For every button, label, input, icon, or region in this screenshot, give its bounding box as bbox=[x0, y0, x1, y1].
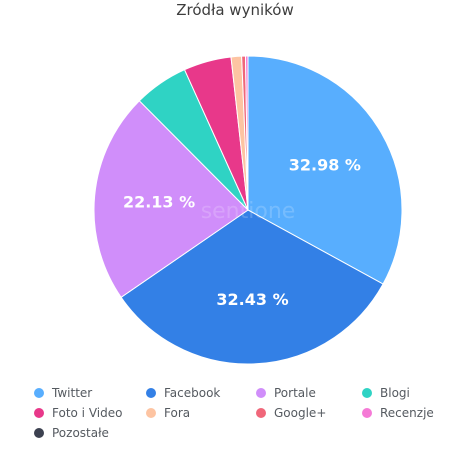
legend-label-recenzje: Recenzje bbox=[380, 406, 434, 420]
legend-swatch-facebook bbox=[146, 388, 156, 398]
data-label-twitter: 32.98 % bbox=[289, 155, 361, 174]
legend-label-fora: Fora bbox=[164, 406, 191, 420]
legend-label-blogi: Blogi bbox=[380, 386, 410, 400]
pie-slice-facebook[interactable] bbox=[120, 209, 384, 365]
legend-swatch-pozosta-e bbox=[34, 428, 44, 438]
legend-item-twitter[interactable]: Twitter bbox=[34, 384, 92, 402]
legend-label-twitter: Twitter bbox=[52, 386, 93, 400]
legend-swatch-foto-i-video bbox=[34, 408, 44, 418]
pie-chart: sentione 32.98 % 32.43 % 22.13 % bbox=[93, 55, 403, 365]
watermark-text: sentione bbox=[201, 199, 296, 224]
legend-swatch-fora bbox=[146, 408, 156, 418]
data-label-portale: 22.13 % bbox=[123, 193, 195, 212]
pie-slice-recenzje[interactable] bbox=[244, 55, 249, 211]
data-label-facebook: 32.43 % bbox=[216, 290, 288, 309]
legend-item-facebook[interactable]: Facebook bbox=[146, 384, 220, 402]
legend-label-foto-i-video: Foto i Video bbox=[52, 406, 123, 420]
legend-swatch-google- bbox=[256, 408, 266, 418]
legend-swatch-recenzje bbox=[362, 408, 372, 418]
legend-swatch-blogi bbox=[362, 388, 372, 398]
pie-slice-portale[interactable] bbox=[93, 100, 249, 298]
legend-swatch-portale bbox=[256, 388, 266, 398]
legend-item-foto-i-video[interactable]: Foto i Video bbox=[34, 404, 122, 422]
legend-item-google-[interactable]: Google+ bbox=[256, 404, 326, 422]
legend-swatch-twitter bbox=[34, 388, 44, 398]
legend-label-google-: Google+ bbox=[274, 406, 327, 420]
legend-item-fora[interactable]: Fora bbox=[146, 404, 190, 422]
legend-label-facebook: Facebook bbox=[164, 386, 221, 400]
chart-title: Zródła wyników bbox=[176, 1, 294, 19]
legend-item-recenzje[interactable]: Recenzje bbox=[362, 404, 434, 422]
legend-label-pozosta-e: Pozostałe bbox=[52, 426, 109, 440]
legend-item-blogi[interactable]: Blogi bbox=[362, 384, 410, 402]
legend-label-portale: Portale bbox=[274, 386, 316, 400]
legend-item-portale[interactable]: Portale bbox=[256, 384, 316, 402]
legend-item-pozosta-e[interactable]: Pozostałe bbox=[34, 424, 109, 442]
pie-slice-twitter[interactable] bbox=[247, 55, 403, 285]
